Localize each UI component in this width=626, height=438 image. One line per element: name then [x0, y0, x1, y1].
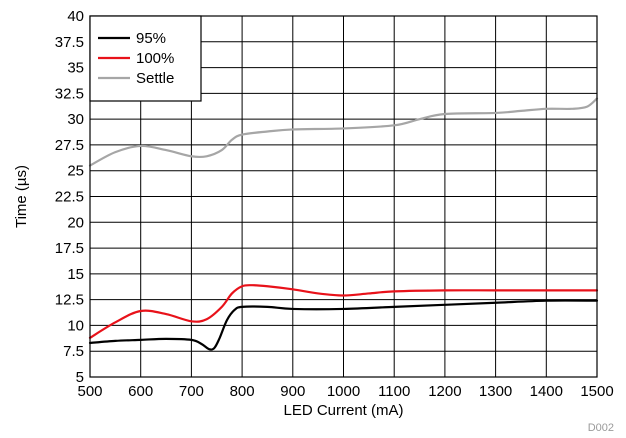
- series-layer: [88, 97, 599, 351]
- x-tick-label: 1300: [479, 383, 512, 400]
- series-line-100-percent: [88, 284, 599, 339]
- y-tick-label: 32.5: [55, 85, 84, 102]
- x-tick-label: 1500: [580, 383, 613, 400]
- legend-label: 100%: [136, 50, 174, 67]
- y-axis-title: Time (µs): [13, 165, 30, 228]
- x-tick-label: 1000: [327, 383, 360, 400]
- series-line-settle: [88, 97, 599, 167]
- y-tick-label: 15: [67, 266, 84, 283]
- legend: 95% 100% Settle: [89, 15, 202, 102]
- x-tick-label: 600: [128, 383, 153, 400]
- y-tick-label: 10: [67, 317, 84, 334]
- x-tick-label: 700: [179, 383, 204, 400]
- y-tick-label: 30: [67, 111, 84, 128]
- y-tick-label: 27.5: [55, 137, 84, 154]
- x-tick-label: 1400: [530, 383, 563, 400]
- y-tick-label: 37.5: [55, 34, 84, 51]
- legend-label: Settle: [136, 70, 174, 87]
- legend-label: 95%: [136, 30, 166, 47]
- y-tick-label: 7.5: [63, 343, 84, 360]
- x-tick-label: 900: [280, 383, 305, 400]
- y-tick-label: 5: [76, 369, 84, 386]
- y-tick-label: 25: [67, 163, 84, 180]
- x-tick-labels: 500 600 700 800 900 1000 1100 1200 1300 1400 1500: [77, 383, 613, 400]
- y-tick-label: 20: [67, 214, 84, 231]
- y-tick-labels: 5 7.5 10 12.5 15 17.5 20 22.5 25 27.5 30 32.5 35 37.5…: [55, 8, 84, 386]
- x-tick-label: 1200: [428, 383, 461, 400]
- y-tick-label: 17.5: [55, 240, 84, 257]
- plot-frame: [89, 15, 598, 378]
- x-tick-label: 1100: [378, 383, 410, 400]
- figure-code: D002: [588, 422, 614, 434]
- x-tick-label: 800: [230, 383, 255, 400]
- y-tick-label: 12.5: [55, 292, 84, 309]
- y-tick-label: 22.5: [55, 189, 84, 206]
- series-line-95-percent: [88, 299, 599, 351]
- x-tick-label: 500: [77, 383, 102, 400]
- y-tick-label: 40: [67, 8, 84, 25]
- y-tick-label: 35: [67, 60, 84, 77]
- x-axis-title: LED Current (mA): [283, 402, 403, 419]
